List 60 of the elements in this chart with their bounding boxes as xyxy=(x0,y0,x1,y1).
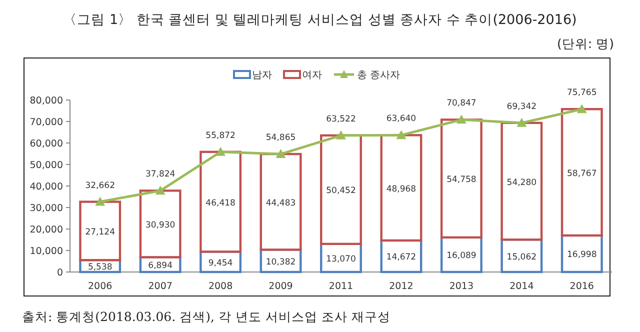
point xyxy=(95,196,106,206)
data-label: 48,968 xyxy=(386,184,416,194)
point xyxy=(276,149,286,158)
y-tick-label: 30,000 xyxy=(30,203,63,214)
x-tick-label: 2011 xyxy=(328,281,354,292)
data-label: 44,483 xyxy=(266,198,296,208)
data-label: 46,418 xyxy=(206,198,236,208)
data-label: 70,847 xyxy=(446,98,476,109)
data-label: 75,765 xyxy=(567,88,597,98)
data-label: 13,070 xyxy=(326,254,356,264)
text: (단위: 명) xyxy=(557,36,614,51)
x-tick-label: 2016 xyxy=(570,281,594,292)
point xyxy=(456,114,466,124)
point xyxy=(576,104,587,114)
data-label: 63,640 xyxy=(386,114,416,124)
data-label: 63,522 xyxy=(326,114,356,124)
data-label: 10,382 xyxy=(266,257,296,268)
data-label: 54,280 xyxy=(506,178,537,188)
x-tick-label: 2006 xyxy=(88,281,112,292)
data-label: 37,824 xyxy=(145,170,176,180)
legend-label: 여자 xyxy=(302,70,322,81)
x-tick-label: 2007 xyxy=(148,281,172,292)
data-label: 50,452 xyxy=(326,186,356,196)
y-tick-label: 40,000 xyxy=(30,182,63,192)
data-label: 55,872 xyxy=(206,130,236,141)
y-tick-label: 20,000 xyxy=(30,224,63,236)
data-label: 9,454 xyxy=(208,258,233,268)
data-label: 54,865 xyxy=(266,133,296,144)
y-tick-label: 80,000 xyxy=(30,96,63,106)
data-label: 30,930 xyxy=(145,220,176,230)
point xyxy=(516,118,527,127)
data-label: 14,672 xyxy=(386,252,416,263)
y-tick-label: 0 xyxy=(56,268,63,278)
y-tick-label: 70,000 xyxy=(30,117,63,128)
x-tick-label: 2013 xyxy=(449,281,474,292)
y-tick-label: 10,000 xyxy=(30,246,63,257)
x-tick-label: 2008 xyxy=(208,281,233,292)
data-label: 58,767 xyxy=(567,168,597,179)
data-label: 5,538 xyxy=(88,262,112,273)
point xyxy=(216,146,226,156)
x-tick-label: 2014 xyxy=(510,281,534,292)
x-tick-label: 2009 xyxy=(268,281,293,292)
data-label: 32,662 xyxy=(85,180,115,191)
legend-label: 총 종사자 xyxy=(357,70,400,81)
y-tick-label: 60,000 xyxy=(30,138,63,150)
data-label: 16,089 xyxy=(446,251,476,262)
data-label: 6,894 xyxy=(148,261,173,272)
source-note: 출처: 통계청(2018.03.06. 검색), 각 년도 서비스업 조사 재구성 xyxy=(22,309,390,324)
point xyxy=(155,186,166,195)
y-tick-label: 50,000 xyxy=(30,160,63,171)
data-label: 27,124 xyxy=(85,227,115,238)
x-tick-label: 2012 xyxy=(389,281,414,292)
point xyxy=(396,130,406,140)
legend-label: 남자 xyxy=(252,70,272,81)
data-label: 15,062 xyxy=(506,252,537,262)
data-label: 54,758 xyxy=(446,175,476,186)
data-label: 69,342 xyxy=(506,102,537,112)
data-label: 16,998 xyxy=(567,250,597,260)
chart-title: 〈그림 1〉 한국 콜센터 및 텔레마케팅 서비스업 성별 종사자 수 추이(2006-2016) xyxy=(63,12,577,28)
point xyxy=(336,130,346,140)
